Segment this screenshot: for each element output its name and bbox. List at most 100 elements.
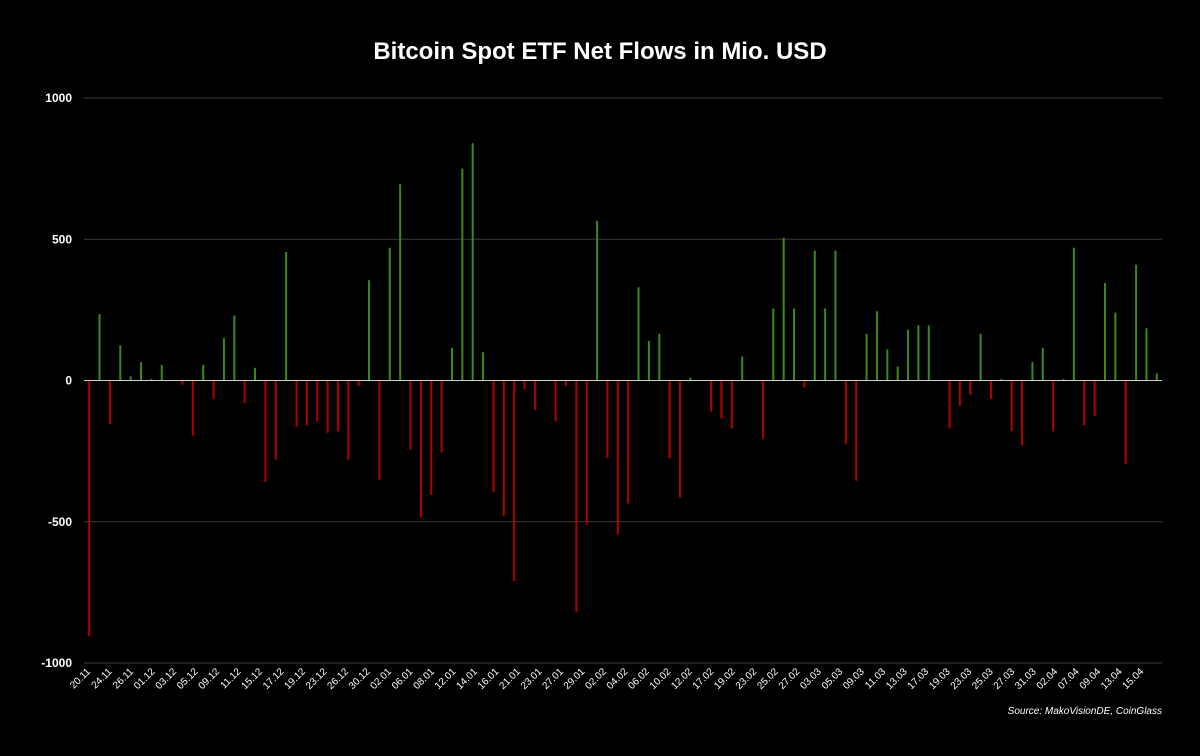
bar	[647, 340, 650, 381]
y-tick-label: 1000	[45, 91, 72, 105]
bar	[844, 380, 847, 445]
chart-title: Bitcoin Spot ETF Net Flows in Mio. USD	[373, 38, 827, 65]
bar	[989, 380, 992, 399]
bar	[181, 380, 184, 385]
x-tick-label: 08.01	[411, 666, 437, 692]
bar	[1010, 380, 1013, 432]
bar	[824, 308, 827, 381]
bar	[896, 366, 899, 381]
x-tick-label: 13.04	[1099, 666, 1125, 692]
bar	[347, 380, 350, 460]
bar	[492, 380, 495, 493]
bar	[1124, 380, 1127, 464]
gridlines	[84, 97, 1162, 664]
bar	[533, 380, 536, 411]
x-tick-label: 17.12	[261, 666, 287, 692]
bar	[88, 380, 91, 637]
bar	[1155, 373, 1158, 381]
x-tick-label: 04.02	[605, 666, 631, 692]
bar	[865, 333, 868, 381]
bar	[689, 377, 692, 381]
bar	[554, 380, 557, 422]
bar	[316, 380, 319, 422]
bar	[150, 379, 153, 381]
bar	[668, 380, 671, 459]
bar	[264, 380, 267, 483]
y-axis-labels: 1000 500 0 -500 -1000	[41, 91, 72, 670]
bar	[471, 143, 474, 381]
bar	[285, 251, 288, 381]
x-tick-label: 23.01	[519, 666, 545, 692]
x-tick-label: 15.04	[1121, 666, 1147, 692]
x-tick-label: 06.01	[390, 666, 416, 692]
bar	[927, 325, 930, 381]
bar	[958, 380, 961, 406]
bar	[720, 380, 723, 419]
bar	[803, 380, 806, 388]
x-tick-label: 29.01	[562, 666, 588, 692]
source-note: Source: MakoVisionDE, CoinGlass	[1007, 706, 1162, 717]
bar	[119, 345, 122, 381]
bar	[160, 364, 163, 381]
x-tick-label: 09.04	[1078, 666, 1104, 692]
bar	[948, 380, 951, 429]
bar	[793, 308, 796, 381]
bar	[233, 315, 236, 381]
bar	[907, 329, 910, 381]
x-tick-label: 27.03	[992, 666, 1018, 692]
x-tick-label: 02.04	[1035, 666, 1061, 692]
x-tick-label: 05.03	[820, 666, 846, 692]
bar	[1083, 380, 1086, 426]
x-tick-label: 17.03	[906, 666, 932, 692]
bar	[564, 380, 567, 387]
x-tick-label: 31.03	[1013, 666, 1039, 692]
x-tick-label: 17.02	[691, 666, 717, 692]
bar	[202, 364, 205, 381]
x-tick-label: 26.12	[326, 666, 352, 692]
bar	[1031, 362, 1034, 381]
bar	[140, 362, 143, 381]
bar	[326, 380, 329, 433]
bar	[1041, 348, 1044, 381]
x-tick-label: 02.01	[369, 666, 395, 692]
x-tick-label: 26.11	[111, 666, 136, 691]
x-axis-labels: 20.1124.1126.1101.1203.1205.1209.1211.12…	[68, 666, 1146, 692]
bar	[834, 250, 837, 381]
bar	[305, 380, 308, 426]
x-tick-label: 12.02	[669, 666, 695, 692]
bar	[1103, 283, 1106, 381]
bar	[419, 380, 422, 518]
x-tick-label: 23.02	[734, 666, 760, 692]
bar	[969, 380, 972, 395]
bar	[368, 280, 371, 381]
x-tick-label: 16.01	[476, 666, 502, 692]
bar	[637, 287, 640, 381]
bar	[336, 380, 339, 432]
bar	[461, 168, 464, 381]
bar	[388, 247, 391, 381]
bar	[1135, 264, 1138, 381]
bar	[813, 250, 816, 381]
bar	[886, 349, 889, 381]
bar	[399, 184, 402, 381]
bar	[772, 308, 775, 381]
x-tick-label: 06.02	[626, 666, 652, 692]
x-tick-label: 19.02	[712, 666, 738, 692]
bar	[575, 380, 578, 613]
bar	[129, 376, 132, 381]
bar	[585, 380, 588, 525]
x-tick-label: 30.12	[347, 666, 373, 692]
bars	[88, 143, 1158, 637]
bar	[1021, 380, 1024, 446]
x-tick-label: 09.03	[841, 666, 867, 692]
bar	[1062, 379, 1065, 381]
x-tick-label: 15.12	[240, 666, 266, 692]
bar	[627, 380, 630, 504]
y-tick-label: -1000	[41, 656, 72, 670]
x-tick-label: 05.12	[175, 666, 201, 692]
x-tick-label: 14.01	[454, 666, 480, 692]
x-tick-label: 13.03	[884, 666, 910, 692]
x-tick-label: 09.12	[197, 666, 223, 692]
x-tick-label: 25.03	[970, 666, 996, 692]
bar	[1052, 380, 1055, 432]
